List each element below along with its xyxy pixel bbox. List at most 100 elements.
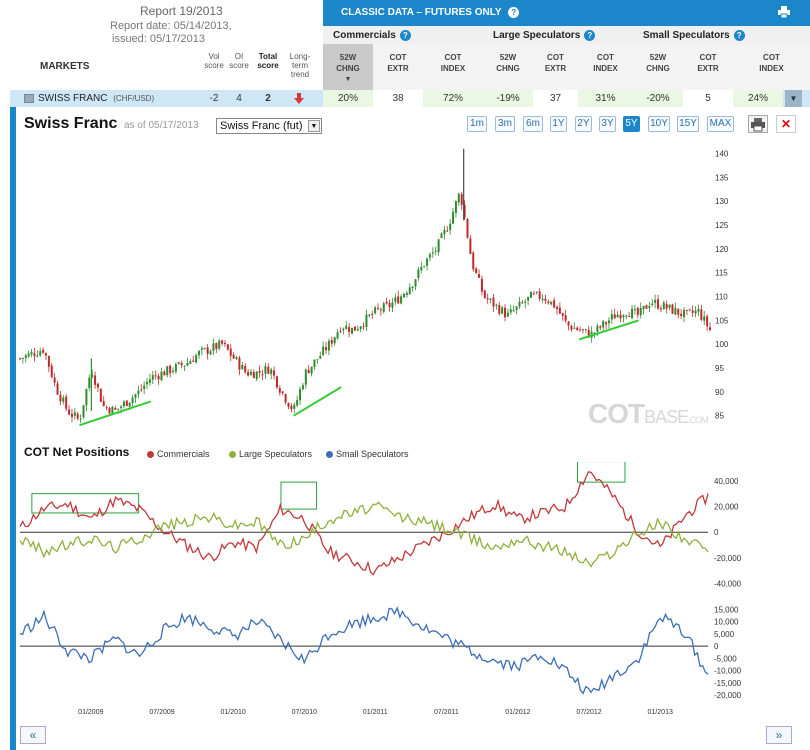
candle-body (128, 402, 131, 407)
candle-body (299, 389, 302, 401)
candle-body (218, 340, 221, 349)
range-max-button[interactable]: MAX (707, 116, 734, 132)
expand-row-button[interactable]: ▼ (785, 90, 802, 107)
candle-body (120, 406, 123, 409)
candle-body (683, 309, 686, 318)
range-3y-button[interactable]: 3Y (599, 116, 616, 132)
commercials-52w-chng-header[interactable]: 52W CHNG ▼ (323, 44, 373, 90)
print-chart-button[interactable] (748, 115, 768, 133)
small-specs-52w-chng-header[interactable]: 52W CHNG (633, 44, 683, 90)
candle-body (290, 405, 293, 410)
candle-body (532, 293, 535, 295)
small-specs-cot-index-header[interactable]: COT INDEX (733, 44, 810, 90)
range-1m-button[interactable]: 1m (467, 116, 487, 132)
candle-body (538, 291, 541, 299)
candle-body (547, 301, 550, 304)
candle-body (400, 296, 403, 304)
chevron-down-icon[interactable]: ▼ (308, 120, 320, 132)
legend-small-speculators[interactable]: Small Speculators (326, 449, 409, 459)
range-10y-button[interactable]: 10Y (648, 116, 670, 132)
candle-body (581, 329, 584, 331)
scroll-left-button[interactable]: « (20, 726, 46, 744)
large-specs-cot-index-header[interactable]: COT INDEX (578, 44, 633, 90)
x-axis-date-label: 07/2010 (292, 709, 317, 716)
candle-body (258, 371, 261, 373)
price-y-tick-label: 105 (715, 316, 729, 325)
large-specs-cot-extr-header[interactable]: COT EXTR (533, 44, 578, 90)
candle-body (235, 357, 238, 359)
candle-body (342, 328, 345, 331)
candle-body (47, 355, 50, 367)
market-select[interactable]: Swiss Franc (fut) ▼ (216, 118, 322, 134)
range-2y-button[interactable]: 2Y (575, 116, 592, 132)
candle-body (579, 329, 582, 331)
candle-body (555, 306, 558, 309)
candle-body (530, 291, 533, 298)
total-score-header: Total score (257, 52, 279, 70)
candle-body (443, 229, 446, 235)
candle-body (226, 344, 229, 350)
candle-body (333, 337, 336, 344)
candle-body (348, 327, 351, 333)
candle-body (452, 211, 455, 224)
candle-body (160, 371, 163, 381)
candle-body (33, 353, 36, 357)
candle-body (180, 362, 183, 366)
candle-body (501, 307, 504, 314)
commercials-group-header: Commercials? (323, 26, 483, 44)
candle-body (79, 418, 82, 420)
candle-body (535, 291, 538, 293)
x-axis-date-label: 01/2010 (221, 709, 246, 716)
candle-body (244, 365, 247, 373)
range-5y-button[interactable]: 5Y (623, 116, 640, 132)
price-y-tick-label: 110 (715, 293, 728, 302)
candle-body (131, 397, 134, 403)
small-specs-cot-extr-header[interactable]: COT EXTR (683, 44, 733, 90)
candle-body (475, 268, 478, 273)
legend-large-speculators[interactable]: Large Speculators (229, 449, 312, 459)
large-specs-52w-chng-header[interactable]: 52W CHNG (483, 44, 533, 90)
candle-body (457, 193, 460, 203)
range-1y-button[interactable]: 1Y (550, 116, 567, 132)
small-specs-52w-chng: -20% (633, 90, 683, 107)
help-icon[interactable]: ? (508, 7, 520, 18)
print-icon[interactable] (778, 6, 790, 19)
close-chart-button[interactable]: ✕ (776, 115, 796, 133)
large-specs-cot-extr: 37 (533, 90, 578, 107)
cot-y-tick-label: -40,000 (714, 580, 742, 589)
candle-body (325, 347, 328, 351)
candle-body (576, 327, 579, 330)
candle-body (232, 354, 235, 359)
candle-body (657, 299, 660, 309)
candle-body (134, 394, 137, 398)
help-icon[interactable]: ? (399, 30, 411, 41)
candle-body (587, 329, 590, 338)
range-6m-button[interactable]: 6m (523, 116, 543, 132)
commercials-cot-index-header[interactable]: COT INDEX (423, 44, 483, 90)
help-icon[interactable]: ? (584, 30, 596, 41)
candle-body (307, 369, 310, 374)
candle-body (668, 304, 671, 308)
commercials-cot-extr-header[interactable]: COT EXTR (373, 44, 423, 90)
candle-body (593, 332, 596, 334)
scroll-right-button[interactable]: » (766, 726, 792, 744)
highlight-box (577, 462, 626, 483)
candle-body (544, 298, 547, 301)
help-icon[interactable]: ? (733, 30, 745, 41)
range-3m-button[interactable]: 3m (495, 116, 515, 132)
candle-body (391, 302, 394, 308)
candle-body (408, 287, 411, 294)
double-chevron-right-icon: » (775, 728, 783, 742)
candle-body (541, 298, 544, 301)
candle-body (186, 363, 189, 366)
candle-body (524, 301, 527, 303)
candle-body (27, 353, 30, 357)
legend-commercials[interactable]: Commercials (147, 449, 210, 459)
candle-body (206, 347, 209, 354)
candle-body (561, 313, 564, 316)
candle-body (24, 355, 27, 359)
candle-body (91, 374, 94, 377)
market-name[interactable]: SWISS FRANC (CHF/USD) (38, 93, 155, 104)
candle-body (212, 343, 215, 351)
range-15y-button[interactable]: 15Y (677, 116, 699, 132)
